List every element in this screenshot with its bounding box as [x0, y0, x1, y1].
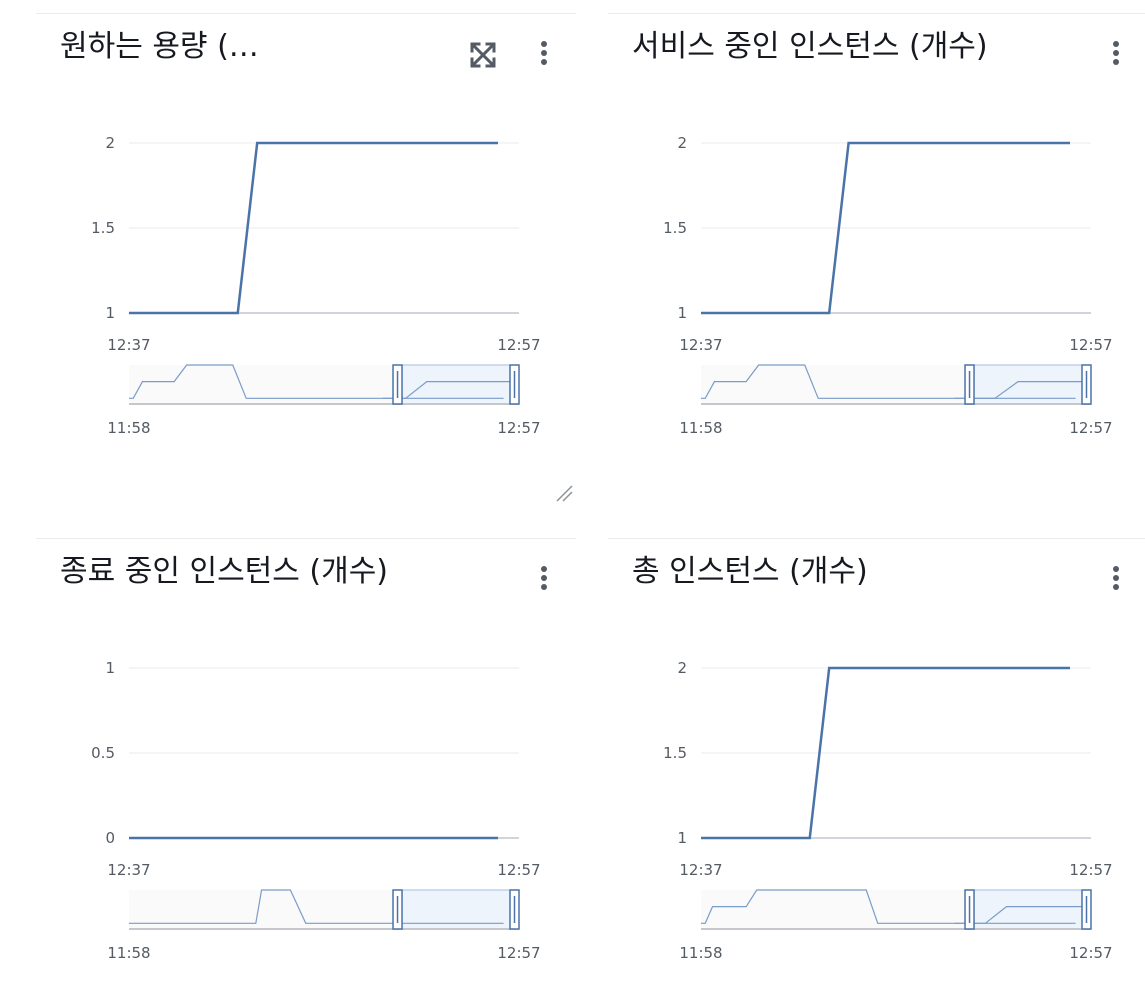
menu-dot — [1113, 59, 1119, 65]
navigator-tick-label: 11:58 — [679, 419, 722, 437]
y-tick-label: 1.5 — [663, 219, 687, 237]
x-tick-label: 12:37 — [679, 336, 722, 354]
navigator-line — [701, 889, 1076, 924]
widget-title: 종료 중인 인스턴스 (개수) — [60, 554, 389, 589]
widget-top-divider — [608, 13, 1145, 14]
widget-top-divider — [36, 13, 576, 14]
widget-top-divider — [608, 538, 1145, 539]
x-tick-label: 12:37 — [107, 336, 150, 354]
widget-top-divider — [36, 538, 576, 539]
more-actions-icon[interactable] — [535, 566, 553, 592]
x-tick-label: 12:37 — [679, 861, 722, 879]
more-actions-icon[interactable] — [535, 41, 553, 67]
widget-w3: 종료 중인 인스턴스 (개수) 0 0.5 1 12:37 12:57 11:58 12:57 — [36, 538, 576, 998]
more-actions-icon[interactable] — [1107, 566, 1125, 592]
navigator-tick-label: 12:57 — [1069, 419, 1112, 437]
expand-icon[interactable] — [470, 42, 496, 68]
navigator-tick-label: 12:57 — [497, 944, 540, 962]
menu-dot — [541, 575, 547, 581]
resize-glyph — [556, 485, 573, 502]
menu-dot — [541, 50, 547, 56]
menu-dot — [1113, 584, 1119, 590]
menu-dot — [541, 59, 547, 65]
y-tick-label: 1 — [105, 659, 115, 677]
menu-dot — [541, 584, 547, 590]
navigator-tick-label: 11:58 — [107, 944, 150, 962]
widget-w1: 원하는 용량 (… 1 1.5 2 12:37 12:57 11:58 12:57 — [36, 13, 576, 502]
navigator-window[interactable] — [392, 364, 520, 405]
widget-title: 서비스 중인 인스턴스 (개수) — [632, 29, 988, 64]
y-tick-label: 1 — [677, 304, 687, 322]
navigator-tick-label: 11:58 — [679, 944, 722, 962]
widget-w2: 서비스 중인 인스턴스 (개수) 1 1.5 2 12:37 12:57 11:58 12:5… — [608, 13, 1145, 473]
resize-handle-icon[interactable] — [554, 483, 574, 503]
navigator-tick-label: 12:57 — [1069, 944, 1112, 962]
menu-dot — [1113, 575, 1119, 581]
navigator-line — [701, 364, 1076, 399]
navigator-window[interactable] — [392, 889, 520, 930]
x-tick-label: 12:57 — [497, 861, 540, 879]
y-tick-label: 1.5 — [663, 744, 687, 762]
y-tick-label: 1 — [677, 829, 687, 847]
x-tick-label: 12:37 — [107, 861, 150, 879]
y-tick-label: 0.5 — [91, 744, 115, 762]
menu-dot — [1113, 50, 1119, 56]
y-tick-label: 1 — [105, 304, 115, 322]
menu-dot — [541, 566, 547, 572]
navigator-window[interactable] — [964, 364, 1092, 405]
series-line — [129, 141, 498, 315]
navigator-tick-label: 12:57 — [497, 419, 540, 437]
y-tick-label: 1.5 — [91, 219, 115, 237]
x-tick-label: 12:57 — [1069, 861, 1112, 879]
menu-dot — [1113, 566, 1119, 572]
navigator-line — [129, 889, 504, 924]
line-chart: 0 0.5 1 12:37 12:57 11:58 12:57 — [91, 659, 540, 962]
y-tick-label: 2 — [105, 134, 115, 152]
menu-dot — [1113, 41, 1119, 47]
more-actions-icon[interactable] — [1107, 41, 1125, 67]
line-chart: 1 1.5 2 12:37 12:57 11:58 12:57 — [663, 134, 1112, 437]
line-chart: 1 1.5 2 12:37 12:57 11:58 12:57 — [91, 134, 540, 437]
navigator-line — [129, 364, 504, 399]
x-tick-label: 12:57 — [497, 336, 540, 354]
y-tick-label: 0 — [105, 829, 115, 847]
y-tick-label: 2 — [677, 134, 687, 152]
y-tick-label: 2 — [677, 659, 687, 677]
x-tick-label: 12:57 — [1069, 336, 1112, 354]
widget-title: 원하는 용량 (… — [60, 29, 259, 64]
navigator-tick-label: 11:58 — [107, 419, 150, 437]
expand-glyph — [470, 42, 496, 68]
series-line — [701, 141, 1070, 315]
series-line — [701, 666, 1070, 840]
line-chart: 1 1.5 2 12:37 12:57 11:58 12:57 — [663, 659, 1112, 962]
widget-w4: 총 인스턴스 (개수) 1 1.5 2 12:37 12:57 11:58 12:57 — [608, 538, 1145, 998]
widget-title: 총 인스턴스 (개수) — [632, 554, 868, 589]
menu-dot — [541, 41, 547, 47]
